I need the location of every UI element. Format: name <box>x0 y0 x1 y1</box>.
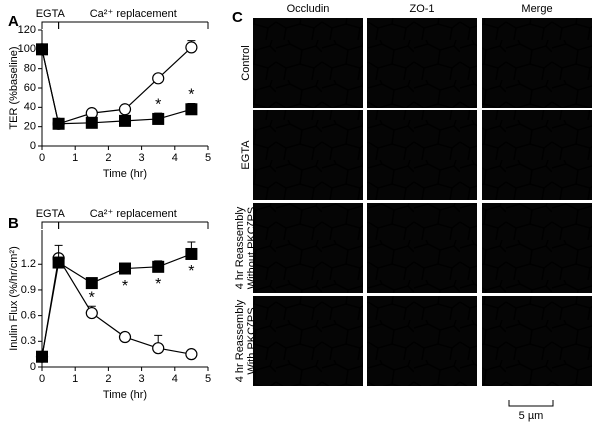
series-line <box>41 49 192 125</box>
micrograph <box>253 203 363 293</box>
bracket <box>41 221 59 229</box>
x-tick-label: 2 <box>105 152 111 164</box>
panel-label: C <box>232 9 243 26</box>
marker <box>152 112 165 125</box>
marker <box>185 103 198 116</box>
marker <box>85 116 98 129</box>
y-tick-label: 80 <box>24 63 36 75</box>
x-tick-label: 0 <box>39 373 45 385</box>
marker <box>36 43 48 56</box>
row-label: EGTA <box>240 140 252 170</box>
marker <box>152 260 165 273</box>
micrograph <box>367 203 477 293</box>
row-label-line: 4 hr Reassembly <box>234 206 246 289</box>
marker <box>85 277 98 290</box>
row-label-line: Without PKCζPS <box>246 207 258 290</box>
marker <box>119 114 131 127</box>
x-tick-label: 4 <box>172 152 178 164</box>
x-tick-label: 5 <box>205 373 211 385</box>
bracket <box>41 21 59 29</box>
panel-label: A <box>8 13 19 30</box>
marker <box>185 41 198 54</box>
x-tick-label: 0 <box>39 152 45 164</box>
micrograph <box>482 18 592 108</box>
column-header: ZO-1 <box>409 3 434 15</box>
micrograph <box>253 110 363 200</box>
series-line <box>41 253 192 357</box>
row-label: 4 hr ReassemblyWithout PKCζPS <box>234 206 258 289</box>
micrograph <box>367 110 477 200</box>
marker <box>152 72 165 85</box>
marker <box>36 350 48 363</box>
bracket <box>58 221 208 229</box>
x-tick-label: 3 <box>139 373 145 385</box>
y-tick-label: 0.9 <box>21 284 36 296</box>
y-axis-label: TER (%baseline) <box>8 46 20 129</box>
marker <box>185 247 198 260</box>
bracket-label: EGTA <box>36 208 66 220</box>
significance-mark: * <box>122 278 128 295</box>
y-tick-label: 0 <box>30 361 36 373</box>
series-line <box>41 256 192 357</box>
row-label-line: EGTA <box>240 140 252 170</box>
micrograph <box>482 296 592 386</box>
y-tick-label: 0.3 <box>21 335 36 347</box>
y-tick-label: 60 <box>24 82 36 94</box>
significance-mark: * <box>155 96 161 113</box>
micrograph <box>482 110 592 200</box>
marker <box>185 348 198 361</box>
marker <box>52 117 65 130</box>
marker <box>118 103 132 116</box>
x-axis-label: Time (hr) <box>103 389 147 401</box>
scale-bar-label: 5 µm <box>519 410 544 422</box>
x-tick-label: 5 <box>205 152 211 164</box>
x-tick-label: 1 <box>72 152 78 164</box>
scale-bar <box>508 400 554 407</box>
series-line <box>41 46 192 125</box>
micrograph <box>367 296 477 386</box>
y-tick-label: 40 <box>24 101 36 113</box>
y-tick-label: 1.2 <box>21 258 36 270</box>
panel-label: B <box>8 215 19 232</box>
row-label-line: With PKCζPS <box>246 307 258 374</box>
column-header: Merge <box>521 3 552 15</box>
micrograph <box>253 296 363 386</box>
x-tick-label: 4 <box>172 373 178 385</box>
marker <box>118 330 132 344</box>
significance-mark: * <box>155 276 161 293</box>
row-label: 4 hr ReassemblyWith PKCζPS <box>234 299 258 382</box>
bracket-label: Ca²⁺ replacement <box>90 208 177 220</box>
y-tick-label: 0 <box>30 140 36 152</box>
significance-mark: * <box>188 263 194 280</box>
marker <box>85 306 98 320</box>
y-tick-label: 20 <box>24 121 36 133</box>
y-tick-label: 0.6 <box>21 310 36 322</box>
bracket-label: Ca²⁺ replacement <box>90 8 177 20</box>
marker <box>152 342 165 355</box>
micrograph <box>482 203 592 293</box>
row-label-line: 4 hr Reassembly <box>234 299 246 382</box>
row-label-line: Control <box>240 45 252 80</box>
marker <box>119 262 131 275</box>
row-label: Control <box>240 45 252 80</box>
x-tick-label: 1 <box>72 373 78 385</box>
micrograph <box>367 18 477 108</box>
significance-mark: * <box>89 289 95 306</box>
y-tick-label: 120 <box>18 24 36 36</box>
x-tick-label: 3 <box>139 152 145 164</box>
column-header: Occludin <box>287 3 330 15</box>
x-axis-label: Time (hr) <box>103 168 147 180</box>
x-tick-label: 2 <box>105 373 111 385</box>
micrograph <box>253 18 363 108</box>
bracket <box>58 21 208 29</box>
marker <box>52 256 65 269</box>
significance-mark: * <box>188 87 194 104</box>
y-axis-label: Inulin Flux (%/hr/cm²) <box>8 246 20 351</box>
y-tick-label: 100 <box>18 43 36 55</box>
bracket-label: EGTA <box>36 8 66 20</box>
